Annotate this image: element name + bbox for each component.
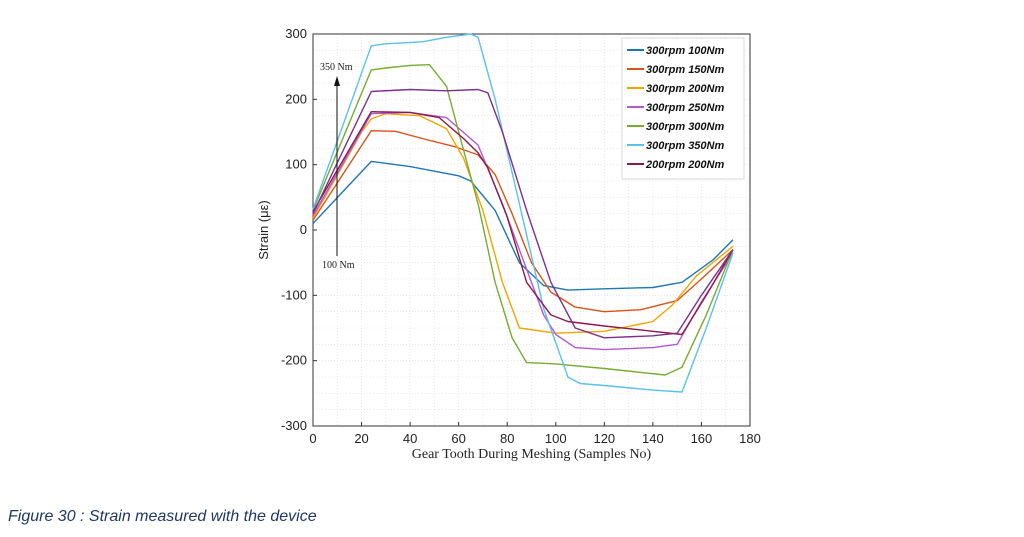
strain-chart: 0 20 40 60 80 100 120 140 160 180 300 200 100 0 -100 -2… — [256, 26, 761, 462]
x-tick-label: 80 — [500, 431, 514, 446]
x-tick-label: 20 — [354, 431, 368, 446]
x-tick-label: 60 — [451, 431, 465, 446]
series-line-5 — [312, 63, 734, 376]
series-line-3 — [312, 112, 734, 334]
y-tick-label: 100 — [285, 157, 307, 172]
axis-ticks: 0 20 40 60 80 100 120 140 160 180 300 200 100 0 -100 -2… — [281, 26, 761, 446]
series-line-2 — [312, 129, 734, 313]
legend-box — [621, 37, 745, 180]
legend-label: 300rpm 200Nm — [646, 83, 724, 95]
legend-label: 300rpm 150Nm — [646, 64, 724, 76]
legend-label: 200rpm 200Nm — [645, 159, 724, 171]
y-tick-label: -100 — [281, 287, 307, 302]
series-lines — [312, 33, 734, 393]
x-tick-label: 120 — [593, 431, 615, 446]
y-tick-label: -200 — [281, 353, 307, 368]
annotation-350nm: 350 Nm — [320, 62, 353, 73]
y-tick-label: 0 — [300, 222, 307, 237]
legend-label: 300rpm 300Nm — [646, 121, 724, 133]
grid — [312, 33, 751, 427]
x-tick-label: 0 — [309, 431, 316, 446]
series-line-8 — [312, 88, 734, 339]
x-tick-label: 40 — [403, 431, 417, 446]
x-tick-label: 180 — [739, 431, 761, 446]
legend-label: 300rpm 350Nm — [646, 140, 724, 152]
legend-label: 300rpm 250Nm — [646, 102, 724, 114]
y-tick-label: -300 — [281, 418, 307, 433]
y-tick-label: 300 — [285, 26, 307, 41]
y-tick-label: 200 — [285, 91, 307, 106]
x-tick-label: 140 — [642, 431, 664, 446]
x-axis-label: Gear Tooth During Meshing (Samples No) — [412, 447, 652, 462]
torque-arrow-head — [334, 76, 340, 86]
torque-annotation: 350 Nm 100 Nm — [320, 62, 355, 271]
series-line-6 — [312, 33, 734, 393]
series-line-1 — [312, 160, 734, 291]
annotation-100nm: 100 Nm — [322, 260, 355, 271]
x-tick-label: 160 — [691, 431, 713, 446]
series-line-7 — [312, 110, 734, 336]
legend: 300rpm 100Nm 300rpm 150Nm 300rpm 200Nm 300r… — [621, 37, 745, 180]
y-axis-label: Strain (με) — [256, 200, 271, 260]
legend-label: 300rpm 100Nm — [646, 45, 724, 57]
figure-caption: Figure 30 : Strain measured with the dev… — [8, 508, 317, 525]
x-tick-label: 100 — [545, 431, 567, 446]
